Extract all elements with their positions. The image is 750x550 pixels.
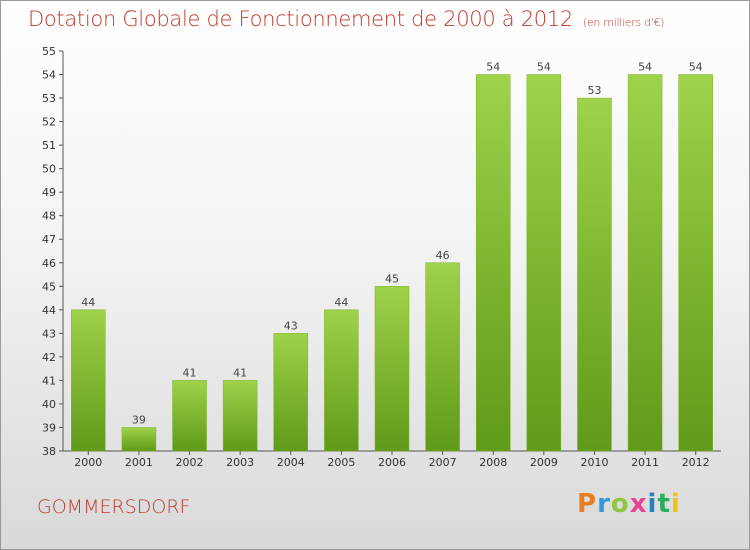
- y-tick-label: 39: [42, 421, 56, 434]
- y-tick-label: 52: [42, 116, 56, 129]
- town-name: GOMMERSDORF: [37, 496, 191, 518]
- chart-subtitle: (en milliers d'€): [582, 16, 665, 29]
- chart-data-labels: 44 39 41 41 43 44 45 46 54 54 53 54 54: [81, 61, 702, 427]
- x-tick-label: 2008: [479, 456, 507, 469]
- bar-2006: [374, 286, 410, 452]
- y-tick-label: 53: [42, 92, 56, 105]
- logo-letter: x: [629, 489, 648, 519]
- bar-2005: [324, 309, 359, 452]
- proxiti-logo: Proxiti: [577, 489, 681, 519]
- bar-2003: [222, 380, 258, 452]
- x-tick-label: 2006: [378, 456, 406, 469]
- chart-bars: [71, 74, 713, 452]
- logo-letter: t: [657, 489, 671, 519]
- bar-2000: [71, 309, 106, 452]
- bar-2004: [273, 333, 309, 452]
- bar-2009: [526, 74, 562, 452]
- data-label-2004: 43: [284, 319, 298, 332]
- y-tick-label: 50: [42, 163, 56, 176]
- data-label-2007: 46: [436, 249, 450, 262]
- y-tick-label: 46: [42, 257, 56, 270]
- data-label-2000: 44: [81, 296, 95, 309]
- y-tick-label: 55: [42, 45, 56, 58]
- x-tick-label: 2005: [327, 456, 355, 469]
- bar-2012: [678, 74, 713, 452]
- data-label-2010: 53: [587, 84, 601, 97]
- x-tick-label: 2009: [530, 456, 558, 469]
- data-label-2002: 41: [183, 366, 197, 379]
- chart-title-text: Dotation Globale de Fonctionnement de 20…: [28, 7, 573, 31]
- x-tick-label: 2004: [277, 456, 305, 469]
- data-label-2012: 54: [689, 61, 703, 74]
- y-tick-label: 49: [42, 186, 56, 199]
- y-tick-label: 45: [42, 280, 56, 293]
- x-tick-label: 2001: [125, 456, 153, 469]
- data-label-2005: 44: [334, 296, 348, 309]
- data-label-2008: 54: [486, 61, 500, 74]
- logo-letter: i: [647, 489, 658, 519]
- x-tick-label: 2007: [429, 456, 457, 469]
- data-label-2001: 39: [132, 413, 146, 426]
- logo-letter: P: [577, 489, 598, 519]
- data-label-2009: 54: [537, 61, 551, 74]
- x-tick-label: 2002: [176, 456, 204, 469]
- y-tick-label: 48: [42, 210, 56, 223]
- bar-2008: [475, 74, 511, 452]
- x-tick-label: 2003: [226, 456, 254, 469]
- y-tick-label: 47: [42, 233, 56, 246]
- bar-2011: [627, 74, 663, 452]
- y-tick-label: 41: [42, 374, 56, 387]
- x-tick-label: 2000: [74, 456, 102, 469]
- y-tick-label: 44: [42, 304, 56, 317]
- x-tick-label: 2012: [682, 456, 710, 469]
- data-label-2006: 45: [385, 272, 399, 285]
- y-tick-label: 54: [42, 69, 56, 82]
- logo-letter: r: [597, 489, 611, 519]
- x-tick-label: 2011: [631, 456, 659, 469]
- bar-2010: [577, 97, 612, 452]
- y-tick-label: 40: [42, 398, 56, 411]
- logo-letter: o: [610, 489, 630, 519]
- y-tick-label: 43: [42, 327, 56, 340]
- data-label-2011: 54: [638, 61, 652, 74]
- chart-title: Dotation Globale de Fonctionnement de 20…: [28, 7, 664, 31]
- chart-axes: 38 39 40 41 42 43 44 45 46 47 48 49 50 51 52 53 54 55 2000…: [42, 45, 721, 469]
- logo-letter: i: [670, 489, 681, 519]
- x-tick-label: 2010: [580, 456, 608, 469]
- bar-2002: [172, 380, 207, 452]
- y-tick-label: 51: [42, 139, 56, 152]
- bar-2001: [121, 427, 157, 452]
- y-tick-label: 42: [42, 351, 56, 364]
- data-label-2003: 41: [233, 366, 247, 379]
- bar-2007: [425, 262, 460, 452]
- y-tick-label: 38: [42, 445, 56, 458]
